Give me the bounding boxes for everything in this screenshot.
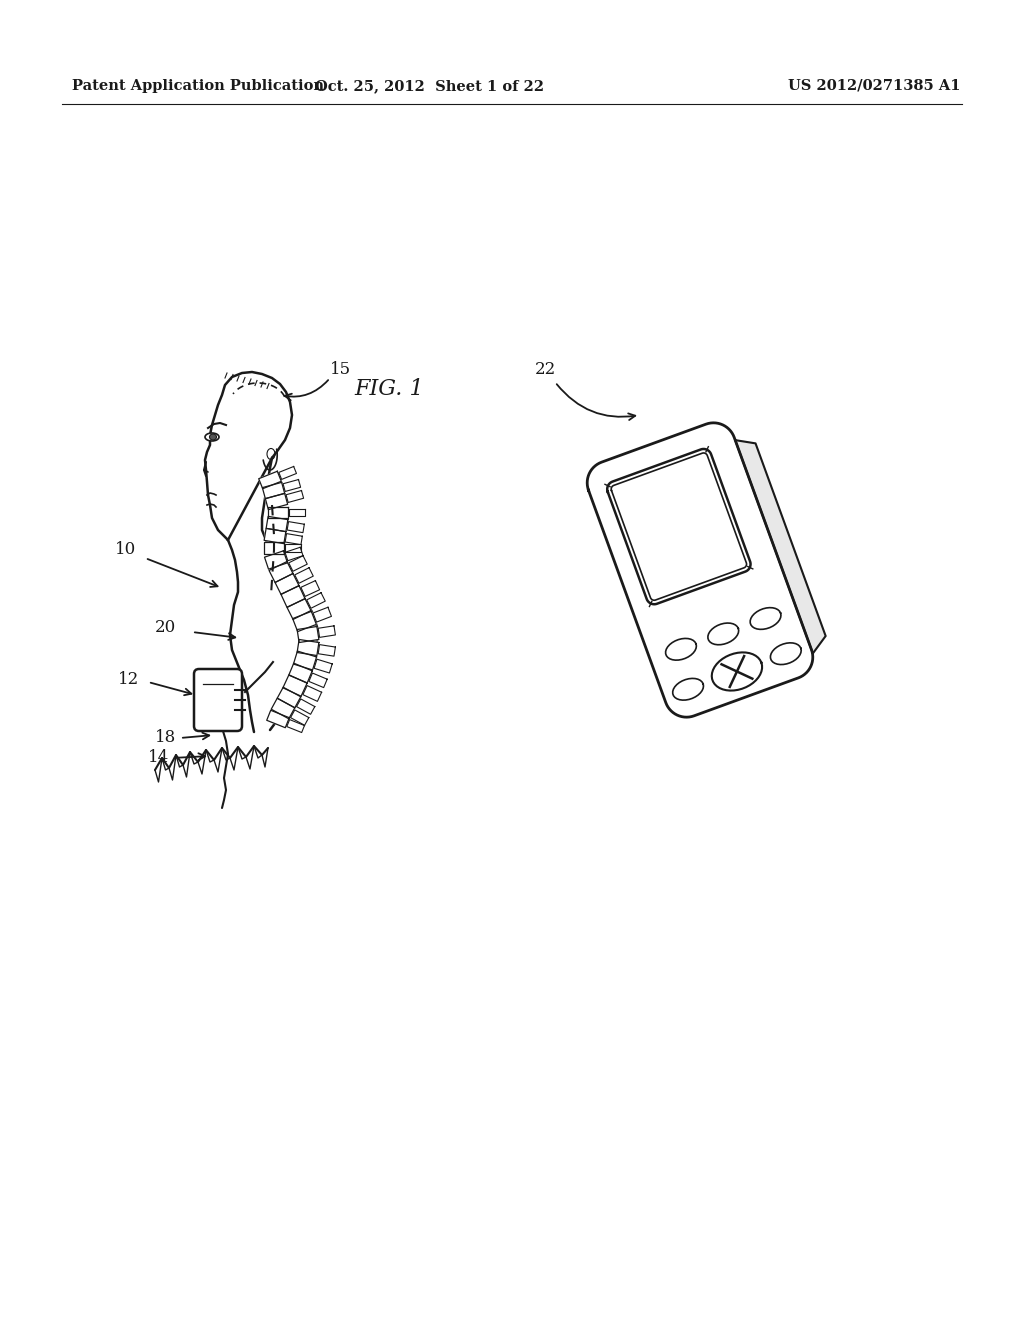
Polygon shape <box>264 550 288 569</box>
Polygon shape <box>266 516 288 532</box>
Polygon shape <box>297 639 318 656</box>
Polygon shape <box>708 623 738 644</box>
Polygon shape <box>303 685 322 701</box>
Polygon shape <box>313 607 332 622</box>
Polygon shape <box>666 639 696 660</box>
Polygon shape <box>611 453 746 601</box>
Polygon shape <box>735 440 825 653</box>
Text: US 2012/0271385 A1: US 2012/0271385 A1 <box>787 79 961 92</box>
Polygon shape <box>262 482 285 499</box>
Text: Oct. 25, 2012  Sheet 1 of 22: Oct. 25, 2012 Sheet 1 of 22 <box>315 79 545 92</box>
Polygon shape <box>289 663 312 682</box>
Polygon shape <box>318 644 336 656</box>
Polygon shape <box>287 719 304 733</box>
Polygon shape <box>297 627 318 643</box>
Polygon shape <box>318 626 336 638</box>
Polygon shape <box>314 659 332 673</box>
Polygon shape <box>269 561 293 582</box>
Polygon shape <box>279 466 297 479</box>
Polygon shape <box>307 593 326 609</box>
FancyBboxPatch shape <box>194 669 242 731</box>
Text: 20: 20 <box>155 619 176 636</box>
Text: 15: 15 <box>330 362 351 379</box>
Polygon shape <box>289 556 307 572</box>
Text: 18: 18 <box>155 730 176 747</box>
Polygon shape <box>309 673 328 688</box>
Polygon shape <box>770 643 801 664</box>
Polygon shape <box>607 449 751 605</box>
Polygon shape <box>281 586 305 607</box>
Text: FIG. 1: FIG. 1 <box>354 379 424 400</box>
Polygon shape <box>295 568 313 583</box>
Polygon shape <box>287 598 311 619</box>
Polygon shape <box>268 507 288 517</box>
Polygon shape <box>275 573 299 594</box>
Polygon shape <box>285 533 302 545</box>
Polygon shape <box>285 548 303 561</box>
Polygon shape <box>283 479 301 491</box>
Polygon shape <box>285 544 301 552</box>
Ellipse shape <box>205 433 219 441</box>
Text: 14: 14 <box>148 750 169 767</box>
Text: 22: 22 <box>535 362 556 379</box>
Polygon shape <box>293 611 316 631</box>
Polygon shape <box>259 471 282 488</box>
Polygon shape <box>283 675 307 696</box>
Polygon shape <box>287 521 304 533</box>
Polygon shape <box>294 651 316 671</box>
Polygon shape <box>264 543 284 554</box>
Ellipse shape <box>210 434 216 440</box>
Polygon shape <box>751 607 781 630</box>
Text: 10: 10 <box>115 541 136 558</box>
Polygon shape <box>291 710 309 725</box>
Polygon shape <box>265 494 288 510</box>
Text: 12: 12 <box>118 672 139 689</box>
Polygon shape <box>289 508 305 516</box>
Polygon shape <box>278 688 301 708</box>
Polygon shape <box>271 698 295 719</box>
Polygon shape <box>266 710 290 727</box>
Polygon shape <box>673 678 703 700</box>
Polygon shape <box>286 491 303 503</box>
Polygon shape <box>587 422 813 717</box>
Polygon shape <box>297 698 314 714</box>
Polygon shape <box>301 581 319 597</box>
Polygon shape <box>264 528 286 544</box>
Text: Patent Application Publication: Patent Application Publication <box>72 79 324 92</box>
Polygon shape <box>712 652 762 690</box>
